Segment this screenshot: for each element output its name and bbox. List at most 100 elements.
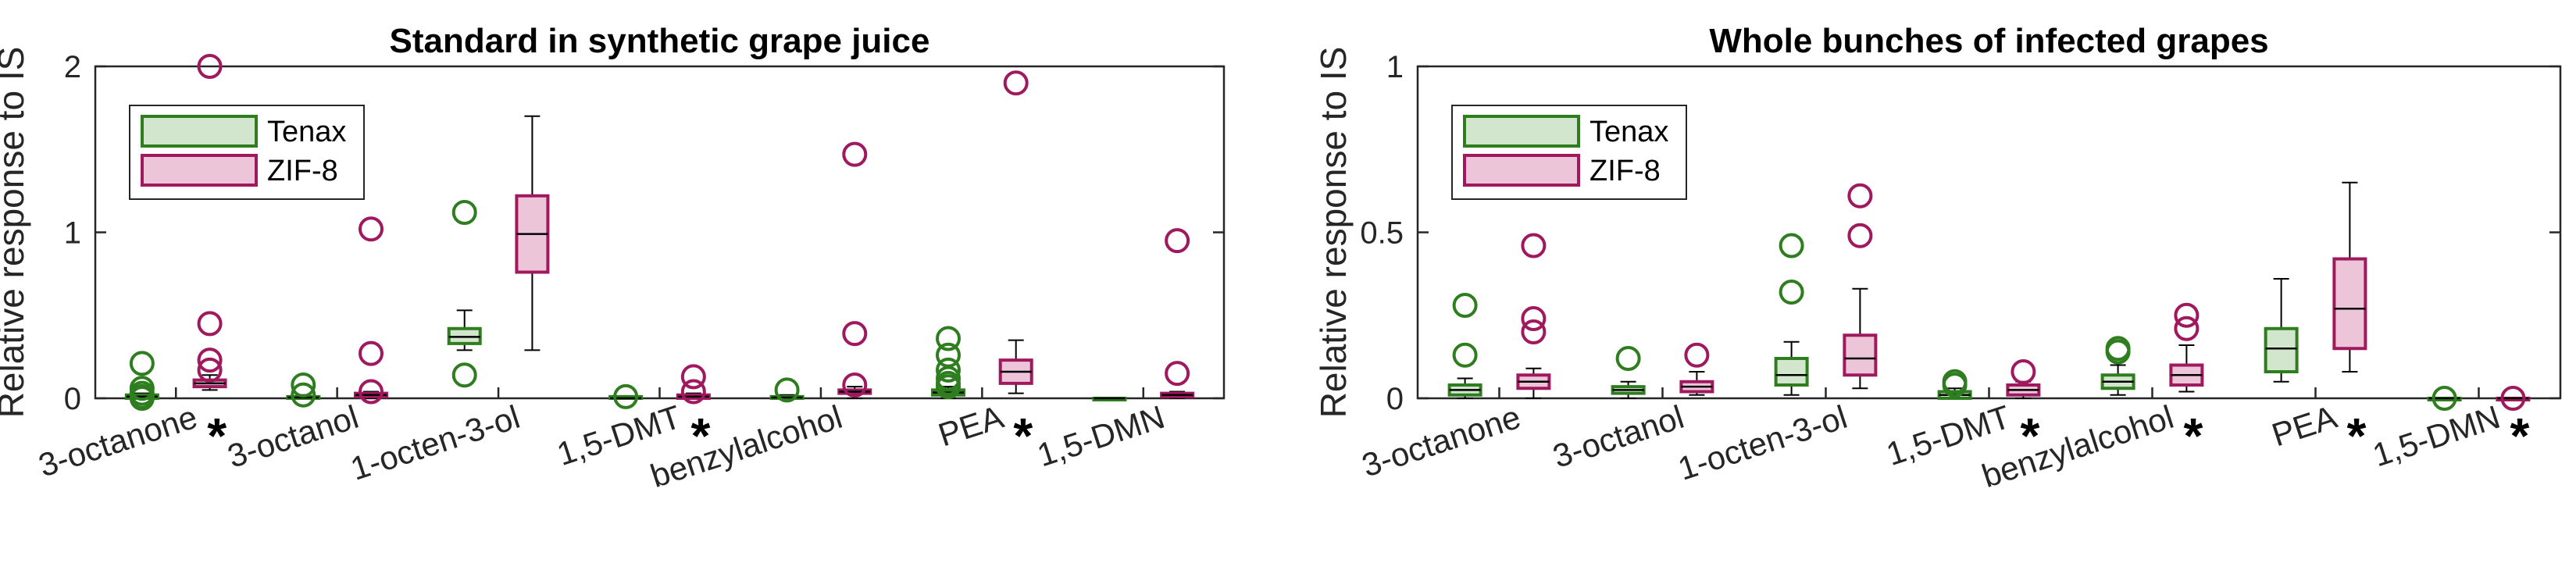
box-zif8-5 (2169, 302, 2204, 393)
outlier-point (680, 379, 706, 405)
outlier-point (2105, 339, 2131, 365)
chart-panel-2: Whole bunches of infected grapes Relative… (1313, 22, 2562, 494)
chart-title: Whole bunches of infected grapes (1709, 22, 2268, 60)
box-tenax-5 (769, 377, 805, 403)
significance-star: * (207, 408, 227, 464)
y-tick-label: 1 (1386, 50, 1404, 84)
outlier-point (2174, 316, 2200, 341)
outlier-point (2174, 302, 2200, 328)
legend-label: Tenax (1589, 116, 1668, 148)
significance-star: * (2347, 408, 2367, 464)
outlier-point (1521, 233, 1547, 258)
outlier-point (842, 141, 868, 167)
box-tenax-2 (286, 373, 321, 408)
outlier-point (1779, 233, 1804, 258)
outlier-point (842, 373, 868, 398)
box-tenax-4 (608, 383, 644, 409)
box-zif8-4 (2006, 359, 2041, 399)
legend-label: ZIF-8 (267, 155, 338, 187)
box-zif8-3 (515, 115, 550, 351)
outlier-point (1452, 342, 1478, 368)
box-zif8-6 (998, 70, 1033, 394)
x-category-label: 3-octanol (1548, 398, 1688, 475)
box-zif8-7 (2496, 386, 2531, 411)
outlier-point (680, 364, 706, 390)
x-category-label: 1,5-DMN (1033, 398, 1168, 474)
y-tick-label: 2 (64, 50, 81, 84)
y-tick-label: 0 (64, 382, 81, 416)
x-category-label: PEA (2267, 398, 2341, 454)
box-tenax-2 (1611, 346, 1646, 399)
outlier-point (1165, 361, 1190, 387)
outlier-point (2432, 386, 2457, 411)
box-tenax-1 (1447, 293, 1482, 399)
outlier-point (1003, 70, 1029, 96)
chart-panel-1: Standard in synthetic grape juice Relativ… (0, 22, 1226, 494)
outlier-point (129, 386, 155, 411)
outlier-point (842, 321, 868, 347)
legend-swatch-zif8 (1463, 154, 1580, 187)
x-category-label: PEA (934, 398, 1008, 454)
box-zif8-1 (192, 54, 227, 391)
x-category-label: 1-octen-3-ol (346, 398, 524, 487)
box-zif8-2 (353, 216, 388, 405)
outlier-point (936, 357, 962, 383)
outlier-point (1684, 342, 1710, 368)
significance-star: * (691, 408, 711, 464)
chart-title: Standard in synthetic grape juice (390, 22, 930, 60)
outlier-point (613, 383, 639, 409)
box-zif8-4 (676, 364, 711, 405)
box-iqr (1843, 333, 1878, 377)
box-zif8-3 (1843, 183, 1878, 390)
significance-star: * (2510, 408, 2530, 464)
outlier-point (358, 379, 384, 405)
outlier-point (1847, 223, 1873, 248)
box-zif8-5 (837, 141, 872, 399)
box-zif8-6 (2332, 181, 2367, 373)
box-iqr (2264, 326, 2299, 373)
legend-swatch-zif8 (141, 154, 258, 187)
box-tenax-7 (2427, 386, 2462, 411)
outlier-point (358, 216, 384, 242)
significance-star: * (2184, 408, 2203, 464)
outlier-point (2010, 359, 2036, 384)
x-category-label: 3-octanol (223, 398, 363, 475)
outlier-point (1779, 280, 1804, 305)
outlier-point (358, 340, 384, 366)
box-tenax-7 (1092, 397, 1127, 401)
outlier-point (1615, 346, 1641, 371)
outlier-point (197, 311, 223, 337)
significance-star: * (1013, 408, 1033, 464)
box-tenax-6 (2264, 278, 2299, 383)
outlier-point (774, 377, 800, 403)
y-tick-label: 1 (64, 216, 81, 251)
box-tenax-5 (2100, 336, 2135, 396)
x-category-label: 3-octanone (1358, 398, 1525, 484)
box-iqr (2332, 257, 2367, 351)
y-axis-label: Relative response to IS (1313, 47, 1354, 419)
x-category-label: 1,5-DMN (2368, 398, 2504, 474)
significance-star: * (2021, 408, 2040, 464)
outlier-point (1521, 306, 1547, 331)
outlier-point (1165, 228, 1190, 254)
box-zif8-2 (1679, 342, 1714, 396)
outlier-point (291, 382, 316, 408)
y-tick-label: 0.5 (1360, 216, 1404, 251)
box-tenax-6 (931, 326, 966, 400)
outlier-point (129, 351, 155, 376)
outlier-point (2500, 386, 2526, 411)
y-tick-label: 0 (1386, 382, 1404, 416)
outlier-point (451, 200, 477, 225)
box-tenax-4 (1937, 369, 1972, 400)
outlier-point (197, 357, 223, 383)
outlier-point (197, 348, 223, 373)
outlier-point (1452, 293, 1478, 318)
legend-label: ZIF-8 (1589, 155, 1661, 187)
outlier-point (451, 362, 477, 388)
box-tenax-1 (124, 351, 159, 411)
y-axis-label: Relative response to IS (0, 47, 31, 419)
legend-label: Tenax (267, 116, 346, 148)
legend-swatch-tenax (141, 115, 258, 148)
outlier-point (197, 54, 223, 79)
